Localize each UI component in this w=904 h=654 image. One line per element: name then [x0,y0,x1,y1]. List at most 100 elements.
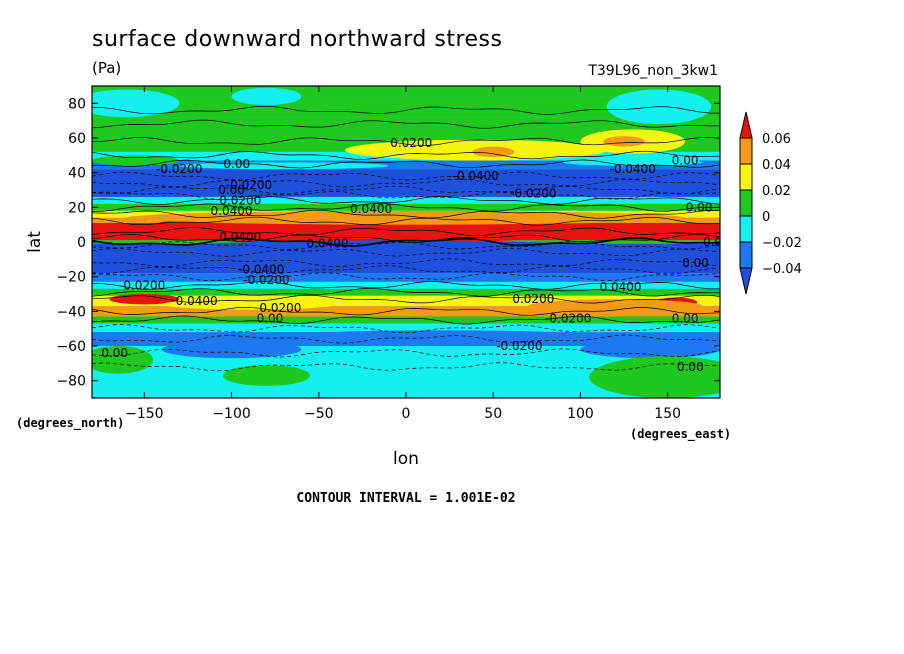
contour-label: -0.0200 [510,186,556,200]
contour-label: 0.0400 [176,294,218,308]
colorbar-swatch [739,163,753,191]
run-label: T39L96_non_3kw1 [587,63,718,79]
contour-label: 0.0200 [123,278,165,292]
units-label: (Pa) [92,59,121,77]
contour-label: 0.0200 [259,301,301,315]
colorbar-label: 0.04 [762,158,791,173]
contour-label: 0.00 [686,200,713,214]
contour-label: -0.0200 [496,339,542,353]
contour-line [92,196,720,205]
contour-line [92,294,720,304]
contour-line [92,265,720,275]
y-tick-label: −20 [56,270,86,286]
contour-line [92,190,720,200]
contour-label: 0.0400 [600,280,642,294]
y-units-label: (degrees_north) [16,416,124,431]
y-axis-label: lat [25,231,45,253]
field-band [92,196,720,204]
field-feature [92,346,154,374]
colorbar-swatch [739,137,753,165]
contour-label: -0.0200 [226,178,272,192]
colorbar-swatch [739,215,753,243]
contour-line [92,247,720,257]
contour-label: 0.0400 [350,202,392,216]
contour-line [92,216,720,226]
colorbar-max-triangle [739,111,753,139]
colorbar-min-triangle [739,267,753,295]
contour-line [92,237,720,247]
chart-title: surface downward northward stress [92,27,502,52]
field-feature [222,365,311,386]
contour-label: 0.00 [257,311,284,325]
field-band [92,117,720,135]
stress-field [92,86,720,398]
contour-label: 0.0400 [211,204,253,218]
x-tick-label: 50 [484,406,502,422]
y-axis: −80 −60 −40 −20 0 20 40 60 80 [56,96,720,390]
y-tick-label: −40 [56,304,86,320]
contour-label: -0.0200 [156,162,202,176]
colorbar: 0.06 0.04 0.02 0 −0.02 −0.04 [739,111,802,295]
x-axis-label: lon [393,449,419,469]
contour-line [92,324,720,334]
x-axis: −150 −100 −50 0 50 100 150 [125,86,681,422]
y-tick-label: 20 [68,200,86,216]
y-tick-label: 60 [68,131,86,147]
colorbar-label: −0.02 [762,236,802,251]
x-tick-label: 150 [654,406,681,422]
contour-line [92,171,720,181]
contour-interval-text: CONTOUR INTERVAL = 1.001E-02 [296,491,515,506]
x-tick-label: −100 [212,406,250,422]
y-tick-label: −80 [56,374,86,390]
y-tick-label: −60 [56,339,86,355]
field-feature [528,299,703,314]
x-tick-label: 0 [402,406,411,422]
field-feature [472,146,515,158]
contour-line [92,362,720,372]
contour-line [92,105,720,115]
contour-label: 0.00 [218,183,245,197]
field-band [92,281,720,289]
contour-label: 0.0200 [512,292,554,306]
contour-line [92,178,720,188]
field-feature [92,240,686,272]
y-tick-label: 80 [68,96,86,112]
x-tick-label: −150 [125,406,163,422]
field-feature [231,87,302,106]
contour-label: 0.00 [223,157,250,171]
contour-line [92,227,720,237]
contour-label: -0.0400 [610,162,656,176]
contour-line [92,281,720,290]
x-tick-label: 100 [567,406,594,422]
field-band [92,316,720,324]
colorbar-swatch [739,241,753,269]
contour-line [92,348,720,358]
field-feature [126,210,686,225]
field-feature [266,330,616,345]
contour-line [92,150,720,160]
contour-label: -0.0400 [453,169,499,183]
contour-line [92,306,720,316]
field-band [92,203,720,211]
field-feature [589,356,720,398]
y-tick-label: 40 [68,166,86,182]
colorbar-swatch [739,189,753,217]
contour-label: 0.0200 [390,136,432,150]
contour-label: -0.0400 [238,263,284,277]
colorbar-label: 0 [762,210,770,225]
field-band [92,160,720,170]
contour-line [92,202,720,212]
contour-label: 0.00 [672,311,699,325]
contour-label: 0.00 [703,235,730,249]
contour-label: 0.00 [101,346,128,360]
field-feature [603,136,645,147]
contour-label: 0.0400 [219,230,261,244]
contour-line [92,119,720,129]
contour-label: 0.00 [677,360,704,374]
field-feature [179,162,389,170]
colorbar-label: −0.04 [762,262,802,277]
field-feature [580,340,720,359]
x-units-label: (degrees_east) [630,427,731,442]
contour-label: 0.00 [682,256,709,270]
